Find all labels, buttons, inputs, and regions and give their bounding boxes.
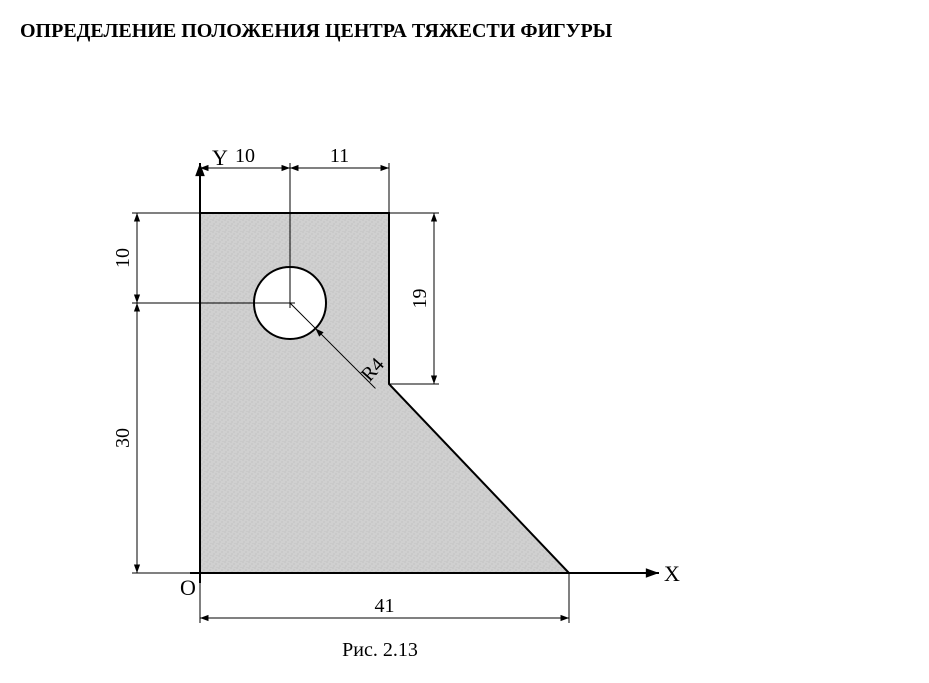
svg-text:10: 10 [235,145,255,167]
svg-text:10: 10 [112,248,134,268]
y-axis-label: Y [212,145,228,170]
svg-text:11: 11 [330,145,349,167]
figure-body [200,213,569,573]
svg-text:30: 30 [112,428,134,448]
figure-caption: Рис. 2.13 [342,639,418,661]
page-title: ОПРЕДЕЛЕНИЕ ПОЛОЖЕНИЯ ЦЕНТРА ТЯЖЕСТИ ФИГ… [20,20,909,43]
svg-text:41: 41 [375,595,395,617]
origin-label: O [180,575,196,600]
centroid-figure: YXO101110301941R4Рис. 2.13 [20,63,720,663]
x-axis-label: X [664,561,680,586]
svg-text:19: 19 [409,289,431,309]
